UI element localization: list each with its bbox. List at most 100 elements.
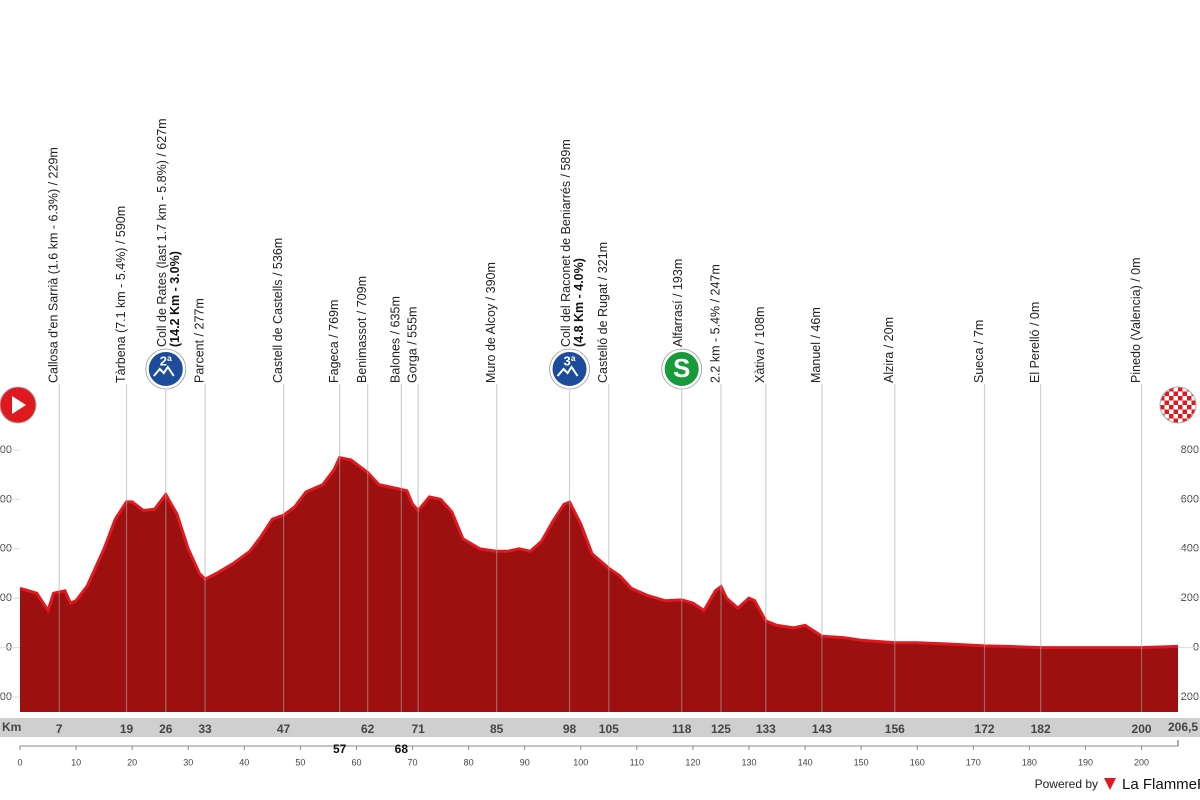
x-tick-label: 80: [464, 757, 474, 767]
badge-text: 3ª: [564, 353, 576, 368]
km-label: 7: [56, 722, 63, 736]
x-tick-label: 100: [573, 757, 588, 767]
km-label: 182: [1031, 722, 1051, 736]
waypoint-label: Parcent / 277m: [192, 298, 206, 383]
waypoint-label: Coll del Raconet de Beniarrés / 589m: [559, 139, 573, 347]
finish-square: [1160, 396, 1165, 401]
finish-square: [1178, 414, 1183, 419]
badge-text: 2ª: [160, 353, 172, 368]
x-tick-label: 170: [966, 757, 981, 767]
x-tick-label: 140: [798, 757, 813, 767]
x-tick-label: 150: [854, 757, 869, 767]
finish-square: [1178, 405, 1183, 410]
finish-ring: [1159, 386, 1197, 424]
finish-square: [1164, 400, 1169, 405]
x-tick-label: 180: [1022, 757, 1037, 767]
finish-square: [1173, 418, 1178, 423]
km-label: 105: [599, 722, 619, 736]
x-tick-label: 120: [685, 757, 700, 767]
x-tick-label: 0: [17, 757, 22, 767]
waypoint-label: Castelló de Rugat / 321m: [596, 242, 610, 383]
finish-square: [1160, 387, 1165, 392]
km-label: 125: [711, 722, 731, 736]
km-label: 85: [490, 722, 504, 736]
waypoint-label: Callosa d'en Sarrià (1.6 km - 6.3%) / 22…: [47, 147, 61, 383]
finish-square: [1182, 391, 1187, 396]
waypoint-label: Xàtiva / 108m: [753, 307, 767, 383]
waypoint-label: Fageca / 769m: [327, 300, 341, 383]
finish-square: [1169, 414, 1174, 419]
finish-square: [1182, 409, 1187, 414]
km-total: 206,5: [1168, 720, 1198, 734]
x-tick-label: 60: [351, 757, 361, 767]
x-tick-label: 20: [127, 757, 137, 767]
waypoint-label: Balones / 635m: [389, 296, 403, 383]
km-bar: [0, 718, 1200, 737]
finish-icon: [1159, 386, 1197, 424]
start-arrow: [12, 396, 26, 414]
km-label: 26: [159, 722, 173, 736]
finish-square: [1187, 405, 1192, 410]
km-label: 133: [756, 722, 776, 736]
x-tick-label: 110: [630, 757, 644, 767]
km-label: 143: [812, 722, 832, 736]
km-label: 118: [672, 722, 692, 736]
km-label: 47: [277, 722, 291, 736]
x-tick-label: 30: [183, 757, 193, 767]
waypoint-label: Castell de Castells / 536m: [271, 238, 285, 383]
finish-square: [1160, 405, 1165, 410]
waypoint-label: Sueca / 7m: [972, 320, 986, 383]
finish-square: [1173, 400, 1178, 405]
waypoint-label: 2.2 km - 5.4% / 247m: [708, 264, 722, 383]
finish-square: [1191, 409, 1196, 414]
finish-square: [1169, 387, 1174, 392]
waypoint-label: El Perelló / 0m: [1028, 302, 1042, 383]
badge-ring: [549, 348, 590, 390]
km-label: 200: [1132, 722, 1152, 736]
km-label: 68: [395, 742, 409, 756]
profile-edge: [19, 456, 1179, 650]
badge: [662, 350, 701, 388]
km-label: 98: [563, 722, 577, 736]
waypoint-label: Pinedo (Valencia) / 0m: [1129, 257, 1143, 383]
km-label: 172: [975, 722, 995, 736]
waypoint-label: Muro de Alcoy / 390m: [484, 262, 498, 383]
waypoint-label: Gorga / 555m: [405, 307, 419, 383]
km-bar-title: Km: [2, 720, 21, 734]
finish-square: [1169, 405, 1174, 410]
waypoint-label: Alzira / 20m: [882, 317, 896, 383]
waypoint-label: Benimassot / 709m: [355, 276, 369, 383]
finish-square: [1187, 414, 1192, 419]
km-label: 33: [198, 722, 212, 736]
km-label: 62: [361, 722, 375, 736]
x-tick-label: 130: [741, 757, 756, 767]
waypoint-label: Coll de Rates (last 1.7 km - 5.8%) / 627…: [155, 118, 169, 347]
finish-square: [1164, 409, 1169, 414]
km-label: 19: [120, 722, 134, 736]
x-tick-label: 70: [408, 757, 418, 767]
badge-text: S: [673, 353, 690, 383]
waypoint-detail: (14.2 Km - 3.0%): [168, 251, 182, 347]
brand: La FlammeR: [1122, 776, 1200, 793]
x-tick-label: 200: [1134, 757, 1149, 767]
finish-square: [1173, 391, 1178, 396]
finish-square: [1178, 396, 1183, 401]
finish-square: [1173, 409, 1178, 414]
x-tick-label: 10: [71, 757, 81, 767]
finish-square: [1169, 396, 1174, 401]
brand-logo: [1104, 778, 1116, 790]
waypoint-detail: (4.8 Km - 4.0%): [572, 258, 586, 347]
x-tick-label: 190: [1078, 757, 1093, 767]
finish-square: [1164, 391, 1169, 396]
km-label: 57: [333, 742, 347, 756]
waypoint-label: Alfarrasí / 193m: [671, 259, 685, 347]
x-tick-label: 90: [520, 757, 530, 767]
powered-by: Powered by: [1035, 777, 1098, 791]
x-tick-label: 50: [295, 757, 305, 767]
waypoint-label: Tàrbena (7.1 km - 5.4%) / 590m: [114, 206, 128, 383]
finish-square: [1182, 418, 1187, 423]
finish-square: [1187, 396, 1192, 401]
km-label: 71: [411, 722, 425, 736]
